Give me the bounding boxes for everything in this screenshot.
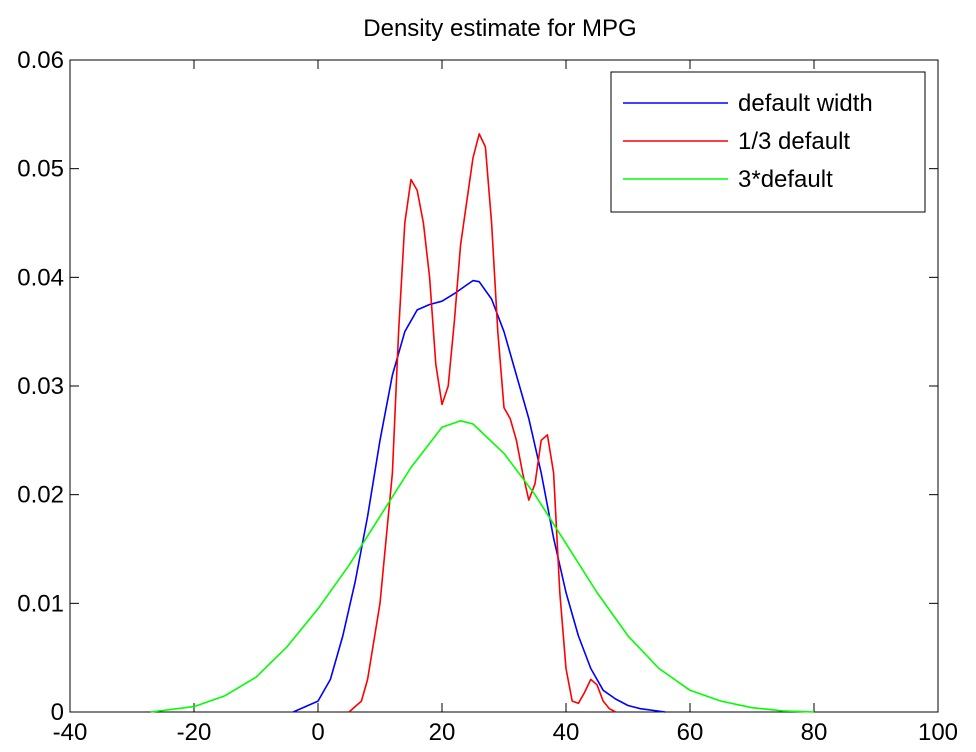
legend-label: 1/3 default bbox=[738, 128, 850, 155]
axis-ticks bbox=[69, 59, 939, 713]
y-tick-label: 0 bbox=[51, 699, 64, 726]
legend-box bbox=[610, 71, 926, 213]
y-tick-label: 0.02 bbox=[17, 482, 64, 509]
x-tick-label: 60 bbox=[677, 719, 704, 746]
legend: default width 1/3 default 3*default bbox=[610, 71, 926, 213]
legend-label: default width bbox=[738, 90, 873, 117]
series-line-1 bbox=[292, 279, 666, 713]
x-tick-label: -40 bbox=[53, 719, 88, 746]
x-tick-label: 100 bbox=[918, 719, 958, 746]
series-lines bbox=[150, 133, 815, 713]
x-tick-label: 80 bbox=[801, 719, 828, 746]
y-tick-label: 0.05 bbox=[17, 156, 64, 183]
legend-label: 3*default bbox=[738, 166, 833, 193]
series-line-2 bbox=[348, 133, 616, 713]
axis-tick-labels: -40 -20 0 20 40 60 80 100 0 0.01 0.02 0.03 0.04 0.05 0… bbox=[17, 47, 958, 746]
y-tick-label: 0.04 bbox=[17, 264, 64, 291]
x-tick-label: -20 bbox=[177, 719, 212, 746]
x-tick-label: 0 bbox=[311, 719, 324, 746]
y-tick-label: 0.03 bbox=[17, 373, 64, 400]
y-tick-label: 0.01 bbox=[17, 590, 64, 617]
y-tick-label: 0.06 bbox=[17, 47, 64, 74]
x-tick-label: 40 bbox=[553, 719, 580, 746]
chart-title: Density estimate for MPG bbox=[363, 15, 636, 42]
series-line-3 bbox=[150, 420, 815, 713]
x-tick-label: 20 bbox=[429, 719, 456, 746]
